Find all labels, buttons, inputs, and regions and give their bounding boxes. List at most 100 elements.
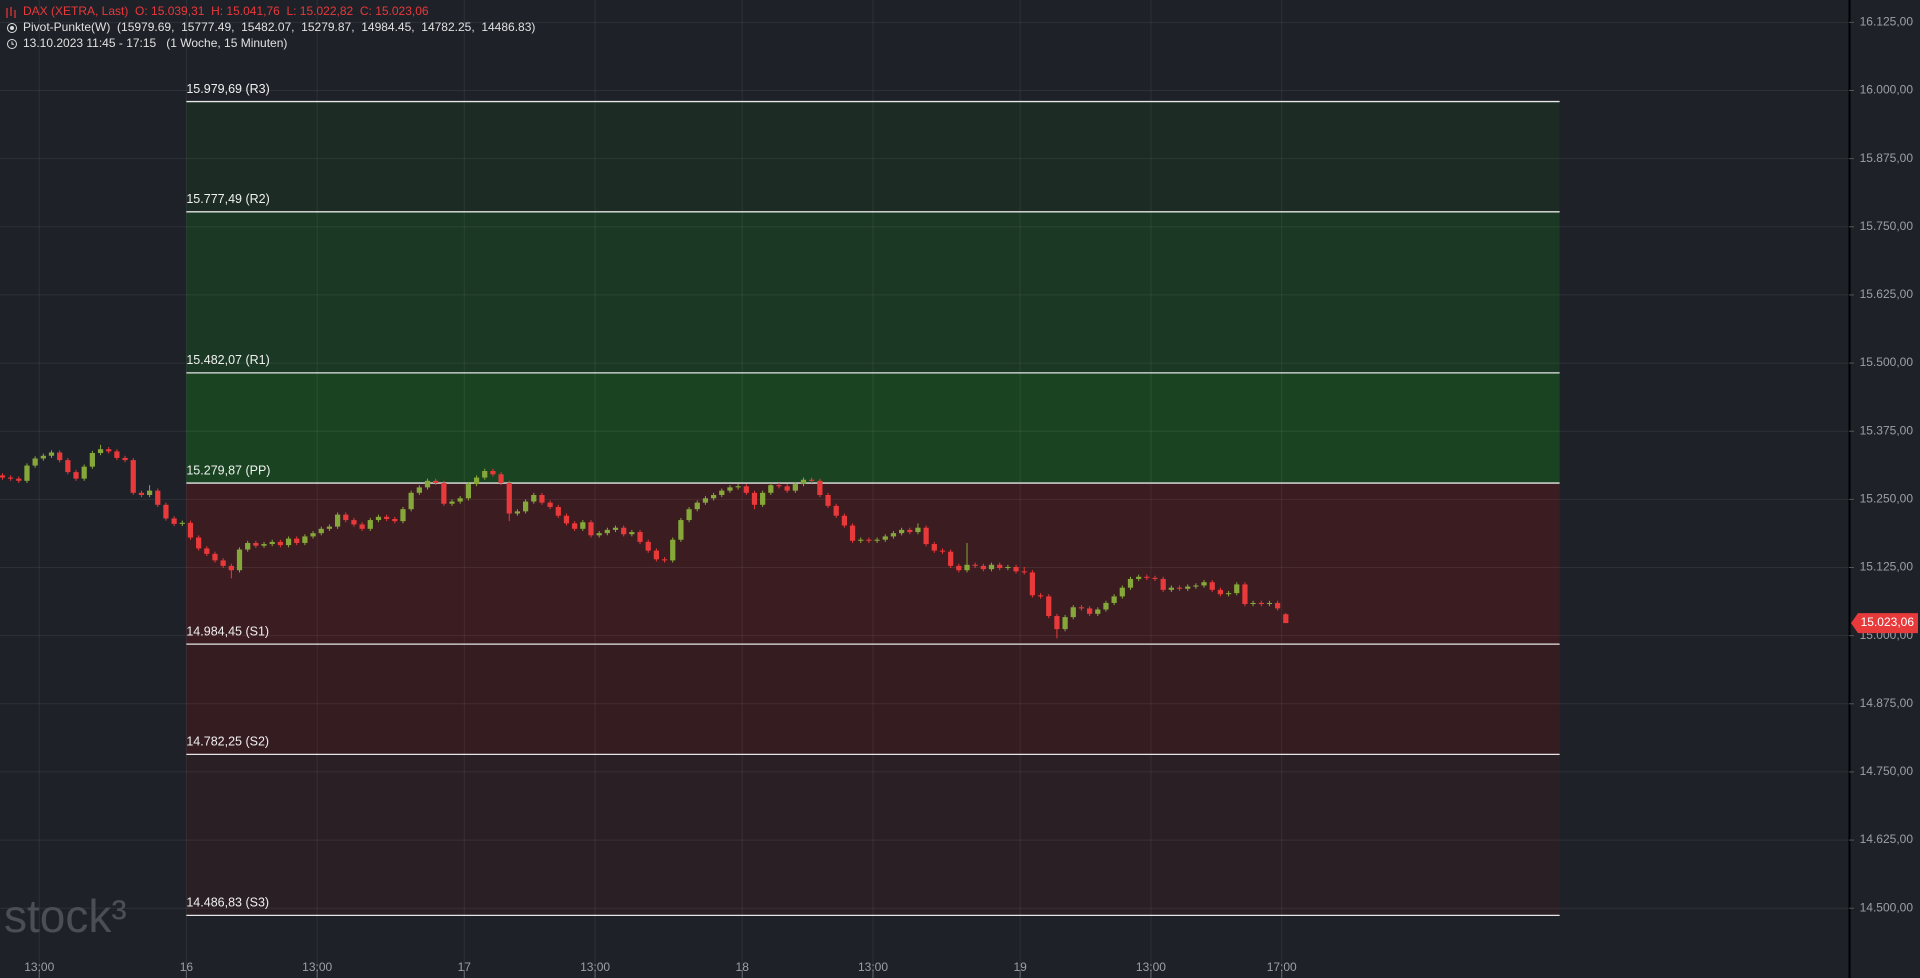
candle-body	[588, 522, 594, 536]
candle-body	[457, 498, 463, 502]
candle-body	[351, 520, 357, 525]
candle-body	[539, 494, 545, 503]
candle-body	[915, 527, 921, 533]
candle-body	[1185, 586, 1191, 589]
candle-body	[621, 527, 627, 535]
candle-body	[1078, 607, 1085, 609]
x-tick-label: 17	[458, 960, 472, 974]
candle-body	[236, 549, 243, 571]
candle-body	[580, 522, 586, 529]
candle-body	[547, 502, 553, 507]
candle-body	[138, 492, 145, 495]
candle-body	[253, 542, 259, 546]
candle-body	[57, 452, 63, 461]
candle-body	[817, 480, 823, 495]
candle-body	[743, 486, 749, 493]
y-tick-label: 15.500,00	[1860, 355, 1914, 369]
candle-body	[1242, 584, 1248, 605]
candle-body	[1087, 608, 1093, 614]
candle-body	[629, 532, 635, 535]
candle-body	[809, 479, 815, 481]
x-tick-label: 13:00	[1136, 960, 1166, 974]
candle-body	[106, 449, 112, 452]
candle-body	[367, 520, 373, 529]
candle-body	[694, 502, 700, 510]
candle-body	[980, 565, 986, 570]
candle-body	[441, 483, 447, 504]
candle-body	[1152, 577, 1158, 579]
symbol-line: DAX (XETRA, Last) O: 15.039,31 H: 15.041…	[23, 4, 429, 18]
candle-body	[465, 484, 471, 499]
y-tick-label: 14.500,00	[1860, 900, 1914, 914]
x-tick-label: 13:00	[858, 960, 888, 974]
candle-body	[1217, 589, 1224, 595]
candle-body	[155, 490, 161, 505]
candle-body	[122, 457, 128, 461]
candle-body	[16, 478, 22, 481]
candle-body	[1070, 607, 1076, 618]
pivot-zone	[186, 211, 1560, 373]
candle-body	[1234, 584, 1240, 594]
candle-body	[1062, 617, 1068, 630]
candle-body	[948, 551, 954, 566]
candle-body	[1005, 566, 1011, 569]
pivot-label: 15.279,87 (PP)	[186, 463, 270, 477]
candle-body	[245, 542, 251, 550]
candle-body	[89, 453, 95, 467]
candle-body	[792, 484, 798, 491]
candle-body	[130, 460, 136, 493]
candle-body	[114, 451, 120, 458]
candle-body	[8, 477, 14, 479]
y-tick-label: 16.000,00	[1860, 83, 1914, 97]
candle-body	[424, 480, 431, 488]
pivot-zone	[186, 754, 1560, 916]
candle-body	[400, 509, 406, 522]
candle-body	[146, 490, 153, 495]
y-tick-label: 14.750,00	[1860, 764, 1914, 778]
candle-body	[163, 504, 169, 519]
candle-body	[1144, 576, 1150, 578]
candle-body	[277, 541, 283, 546]
candle-body	[874, 539, 880, 541]
candle-body	[710, 494, 717, 499]
candle-body	[768, 485, 774, 493]
x-tick-label: 13:00	[24, 960, 54, 974]
price-tag-label: 15.023,06	[1861, 615, 1915, 629]
candle-body	[187, 522, 194, 538]
candle-body	[1029, 572, 1036, 596]
pivot-zone	[186, 372, 1560, 484]
candle-body	[1275, 602, 1281, 609]
candle-body	[204, 548, 210, 554]
candle-body	[1119, 587, 1125, 597]
candle-body	[882, 536, 888, 540]
x-tick-label: 13:00	[302, 960, 332, 974]
symbol-icon	[6, 7, 16, 18]
pivot-zone	[186, 644, 1560, 755]
candle-body	[931, 544, 937, 551]
candle-body	[637, 532, 643, 542]
y-tick-label: 14.625,00	[1860, 832, 1914, 846]
y-tick-label: 15.875,00	[1860, 151, 1914, 165]
candle-body	[285, 538, 292, 546]
candle-body	[1201, 582, 1207, 586]
candle-body	[964, 564, 970, 571]
candle-body	[907, 529, 913, 533]
candle-body	[678, 520, 684, 540]
candle-body	[326, 526, 333, 529]
x-tick-label: 19	[1013, 960, 1027, 974]
x-tick-label: 17:00	[1267, 960, 1297, 974]
x-tick-label: 18	[736, 960, 750, 974]
candle-body	[1095, 609, 1101, 614]
candle-body	[800, 479, 807, 485]
range-line: 13.10.2023 11:45 - 17:15 (1 Woche, 15 Mi…	[23, 36, 287, 50]
candle-body	[32, 458, 38, 466]
candle-body	[269, 541, 275, 545]
candle-body	[997, 564, 1003, 569]
pivot-label: 14.984,45 (S1)	[186, 624, 269, 638]
candle-body	[343, 514, 349, 521]
candle-body	[522, 501, 529, 512]
candle-body	[196, 537, 202, 549]
candle-body	[776, 485, 782, 487]
candle-body	[760, 492, 766, 505]
candle-body	[563, 515, 570, 524]
